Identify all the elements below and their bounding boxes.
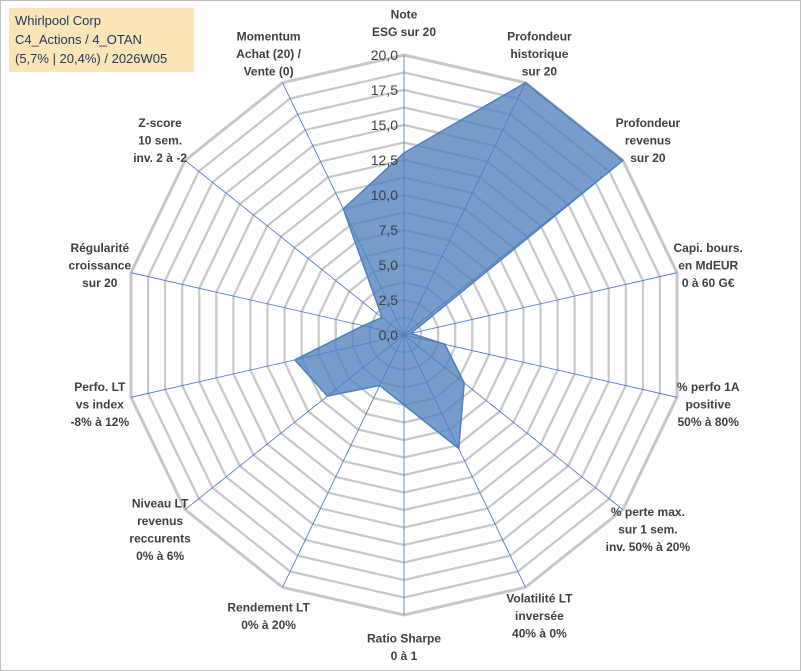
tick-label: 5,0 (379, 257, 399, 273)
series-area (293, 81, 625, 450)
axis-label: % perfo 1A positive 50% à 80% (677, 380, 740, 429)
tick-label: 2,5 (379, 292, 399, 308)
axis-label: Niveau LT revenus reccurents 0% à 6% (129, 496, 191, 563)
spoke-line (403, 272, 678, 336)
spoke-line (184, 160, 405, 336)
axis-label: Note ESG sur 20 (372, 7, 436, 39)
radar-axis-labels: Note ESG sur 20 Profondeur historique sur 20… (68, 7, 743, 663)
axis-label: Z-score 10 sem. inv. 2 à -2 (133, 116, 187, 165)
axis-label: Profondeur revenus sur 20 (616, 116, 681, 165)
axis-label: Ratio Sharpe 0 à 1 (367, 631, 441, 663)
tick-label: 10,0 (371, 187, 398, 203)
tick-label: 7,5 (379, 222, 399, 238)
header-line-company: Whirlpool Corp (15, 13, 101, 28)
spoke-line (130, 272, 405, 336)
spoke-line (403, 334, 678, 398)
axis-label: Volatilité LT inversée 40% à 0% (506, 592, 573, 641)
radar-series (293, 81, 625, 450)
axis-label: Perfo. LT vs index -8% à 12% (70, 380, 129, 429)
axis-label: Capi. bours. en MdEUR 0 à 60 G€ (674, 241, 743, 290)
axis-label: Profondeur historique sur 20 (507, 29, 572, 78)
tick-label: 20,0 (371, 47, 398, 63)
radar-tick-labels: 0,0 2,5 5,0 7,5 10,0 12,5 15,0 17,5 20,0 (371, 47, 398, 343)
axis-label: Rendement LT 0% à 20% (227, 600, 310, 632)
axis-label: % perte max. sur 1 sem. inv. 50% à 20% (606, 505, 691, 554)
axis-label: Régularité croissance sur 20 (68, 241, 131, 290)
header-line-category: C4_Actions / 4_OTAN (15, 32, 142, 47)
chart-header: Whirlpool Corp C4_Actions / 4_OTAN (5,7%… (9, 8, 194, 72)
tick-label: 0,0 (379, 327, 399, 343)
header-line-stats: (5,7% | 20,4%) / 2026W05 (15, 51, 168, 66)
tick-label: 15,0 (371, 117, 398, 133)
tick-label: 17,5 (371, 82, 398, 98)
tick-label: 12,5 (371, 152, 398, 168)
axis-label: Momentum Achat (20) / Vente (0) (236, 29, 301, 78)
